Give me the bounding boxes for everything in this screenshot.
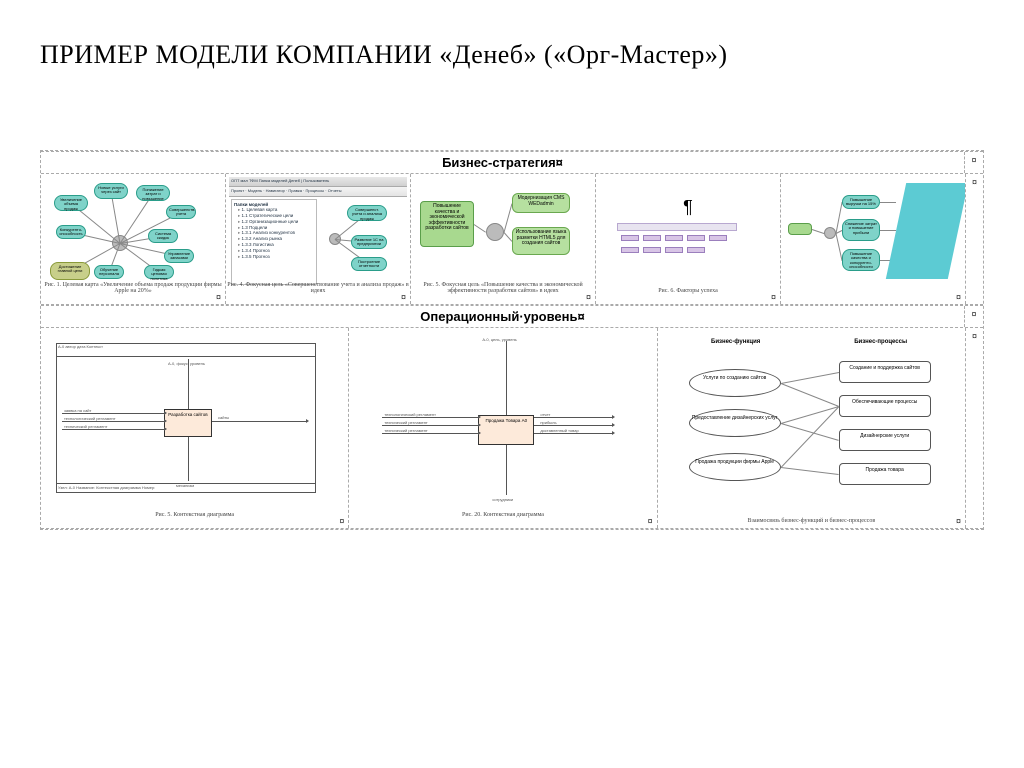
corner-mark: ¤	[401, 292, 406, 302]
corner-mark: ¤	[339, 516, 344, 526]
model-table: Бизнес-стратегия¤ ¤ Увеличение объема пр…	[40, 150, 984, 530]
corner-mark: ¤	[771, 292, 776, 302]
thumb-row-2: А-0 автор дата КонтекстРазработка сайтов…	[41, 328, 983, 529]
thumb-1-caption: Рис. 1. Целевая карта «Увеличение объема…	[41, 282, 225, 294]
thumb-5: Повышение выручки на 15%Снижение затрат …	[781, 174, 965, 304]
thumb-7-caption: Рис. 20. Контекстная диаграмма	[349, 512, 656, 518]
thumb-7: Продажа Товара А0технологический регламе…	[349, 328, 657, 528]
corner-mark: ¤	[586, 292, 591, 302]
page-title: ПРИМЕР МОДЕЛИ КОМПАНИИ «Денеб» («Орг-Мас…	[40, 40, 984, 70]
thumb-row-1: Увеличение объема продажНовые услуги чер…	[41, 174, 983, 305]
thumb-4: ¶ Рис. 6. Факторы успеха ¤	[596, 174, 781, 304]
section-marker-1: ¤	[965, 152, 983, 173]
corner-mark: ¤	[216, 292, 221, 302]
thumb-1: Увеличение объема продажНовые услуги чер…	[41, 174, 226, 304]
row2-end-marker: ¤	[965, 328, 983, 528]
thumb-2-caption: Рис. 4. Фокусная цель «Совершенствование…	[226, 282, 410, 294]
row1-end-marker: ¤	[965, 174, 983, 304]
thumb-6: А-0 автор дата КонтекстРазработка сайтов…	[41, 328, 349, 528]
corner-mark: ¤	[956, 292, 961, 302]
section-header-2: Операционный·уровень¤	[41, 306, 965, 327]
thumb-3-caption: Рис. 5. Фокусная цель «Повышение качеств…	[411, 282, 595, 294]
section-marker-2: ¤	[965, 306, 983, 327]
corner-mark: ¤	[956, 516, 961, 526]
thumb-8: Бизнес-функцияБизнес-процессыУслуги по с…	[658, 328, 965, 528]
section-header-1: Бизнес-стратегия¤	[41, 152, 965, 173]
thumb-4-caption: Рис. 6. Факторы успеха	[596, 288, 780, 294]
thumb-3: Повышение качества и экономической эффек…	[411, 174, 596, 304]
thumb-2: ОПТ мал ТФМ Папка моделей Денеб | Пользо…	[226, 174, 411, 304]
corner-mark: ¤	[648, 516, 653, 526]
section-header-row-1: Бизнес-стратегия¤ ¤	[41, 151, 983, 174]
section-header-row-2: Операционный·уровень¤ ¤	[41, 305, 983, 328]
thumb-8-caption: Взаимосвязь бизнес-функций и бизнес-проц…	[658, 518, 965, 524]
thumb-6-caption: Рис. 5. Контекстная диаграмма	[41, 512, 348, 518]
